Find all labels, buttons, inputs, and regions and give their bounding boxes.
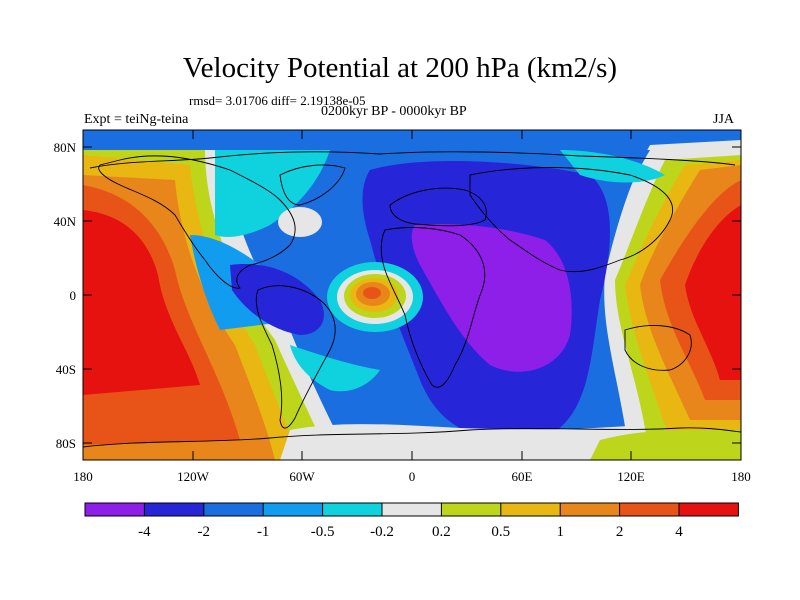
coast-south-america: [255, 285, 336, 429]
lat-ticks: [83, 146, 741, 444]
colorbar-label: 0.2: [432, 524, 451, 540]
colorbar-label: -0.2: [370, 524, 394, 540]
period-text: 0200kyr BP - 0000kyr BP: [321, 104, 467, 119]
lat-label: 40N: [54, 214, 77, 229]
experiment-label: Expt = teiNg-teina: [84, 112, 189, 127]
colorbar-label: 2: [616, 524, 624, 540]
lon-ticks: [82, 130, 742, 460]
lat-labels: 80N 40N 0 40S 80S: [54, 140, 77, 451]
atlantic-positive-blob: [327, 262, 423, 332]
colorbar-swatch: [619, 503, 679, 516]
greenland-neutral: [278, 207, 322, 237]
lon-label: 180: [73, 469, 93, 484]
colorbar-swatch: [203, 503, 264, 516]
cyan-bands: [190, 150, 380, 392]
lon-label: 0: [409, 469, 416, 484]
band-red-left: [83, 210, 200, 395]
season-label: JJA: [713, 112, 735, 127]
colorbar-swatch: [322, 503, 382, 516]
stats-text: rmsd= 3.01706 diff= 2.19138e-05: [189, 93, 366, 108]
colorbar-label: 0.5: [491, 524, 510, 540]
band-darkblue-america: [230, 264, 324, 335]
coast-arctic: [89, 151, 736, 169]
colorbar-swatch: [441, 503, 501, 516]
coast-antarctica: [83, 427, 741, 448]
pacific-east-field: [604, 140, 741, 460]
colorbar-swatch: [144, 503, 204, 516]
colorbar: -4 -2 -1 -0.5 -0.2 0.2 0.5 1 2 4: [84, 502, 739, 540]
colorbar-label: -4: [138, 524, 151, 540]
coast-africa: [380, 227, 486, 388]
lon-label: 120W: [177, 469, 210, 484]
lat-label: 80S: [56, 436, 76, 451]
band-cyan-north-arctic: [560, 150, 665, 183]
colorbar-frame: [84, 502, 739, 517]
lon-label: 180: [731, 469, 751, 484]
colorbar-label: -2: [198, 524, 211, 540]
lat-label: 0: [70, 288, 77, 303]
colorbar-label: -0.5: [311, 524, 335, 540]
blob-red: [363, 287, 381, 299]
colorbar-swatch: [500, 503, 561, 516]
colorbar-swatch: [85, 503, 145, 516]
colorbar-swatch: [382, 503, 442, 516]
coastlines: [83, 151, 741, 448]
contour-field: [83, 130, 741, 460]
lon-label: 60W: [289, 469, 315, 484]
coast-europe: [389, 187, 487, 227]
colorbar-swatch: [263, 503, 323, 516]
map-title: Velocity Potential at 200 hPa (km2/s): [182, 52, 618, 84]
lon-labels: 180 120W 60W 0 60E 120E 180: [73, 469, 751, 484]
colorbar-label: -1: [257, 524, 270, 540]
lat-label: 40S: [56, 362, 76, 377]
colorbar-label: 4: [675, 524, 683, 540]
colorbar-swatch: [679, 503, 739, 516]
band-violet: [411, 223, 572, 372]
coast-north-america: [98, 155, 296, 289]
colorbar-label: 1: [556, 524, 564, 540]
coast-asia: [469, 167, 673, 273]
coast-australia: [624, 325, 692, 371]
lon-label: 120E: [617, 469, 645, 484]
lon-label: 60E: [512, 469, 533, 484]
band-cyan-south: [290, 345, 380, 392]
lat-label: 80N: [54, 140, 77, 155]
colorbar-swatch: [560, 503, 620, 516]
band-lime-south: [590, 430, 741, 460]
band-red-right: [685, 205, 741, 380]
band-neutral-south: [280, 424, 660, 460]
coast-greenland: [279, 164, 346, 206]
